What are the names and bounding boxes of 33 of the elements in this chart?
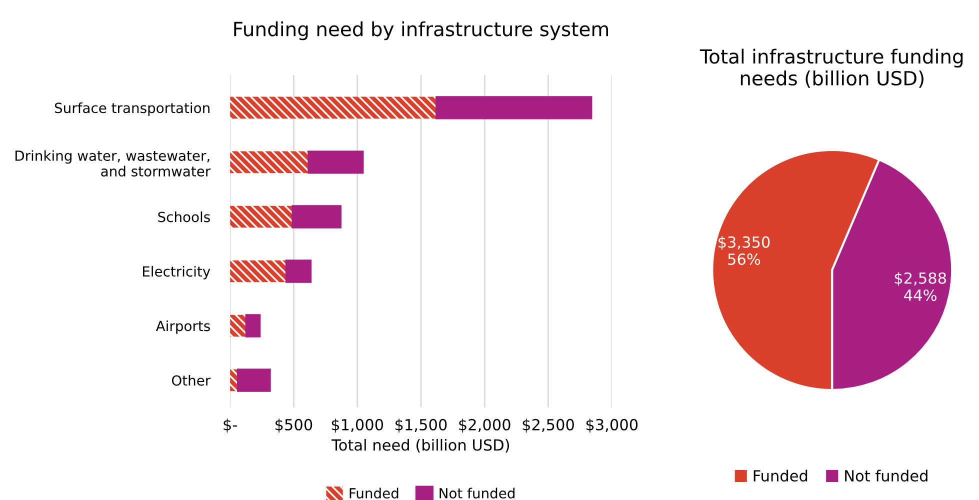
bar	[436, 96, 592, 120]
chart-title: Funding need by infrastructure system	[234, 21, 608, 40]
bar	[285, 260, 312, 283]
legend-label: Funded	[350, 488, 398, 499]
x-tick-label: $1,500	[396, 418, 447, 432]
bar	[230, 206, 292, 228]
legend-label: Not funded	[440, 488, 514, 499]
legend-label: Not funded	[845, 470, 928, 482]
x-tick-label: $-	[224, 418, 237, 432]
bar	[292, 205, 342, 228]
y-tick-label: Other	[172, 374, 211, 386]
bar	[230, 96, 436, 119]
y-tick-label: Surface transportation	[54, 102, 210, 116]
x-tick-label: $1,000	[332, 418, 384, 432]
legend-label: Funded	[754, 470, 808, 482]
y-tick-label: Schools	[158, 211, 210, 222]
x-tick-label: $2,000	[459, 418, 510, 432]
x-tick-label: $500	[276, 418, 312, 432]
y-tick-label: Drinking water, wastewater, and stormwater	[16, 150, 211, 177]
chart-title: Total infrastructure funding needs (billion USD)	[700, 48, 963, 88]
data-label: $2,588 44%	[894, 272, 946, 302]
data-label: $3,350 56%	[718, 236, 770, 265]
x-tick-label: $3,000	[586, 418, 638, 432]
bar	[230, 314, 246, 337]
x-axis-title: Total need (billion USD)	[332, 438, 510, 453]
y-tick-label: Airports	[156, 320, 210, 334]
bar	[245, 314, 261, 338]
bar	[230, 151, 308, 174]
bar	[230, 260, 286, 282]
bar	[237, 368, 271, 392]
x-tick-label: $2,500	[522, 418, 574, 432]
y-tick-label: Electricity	[142, 266, 210, 280]
bar	[308, 150, 364, 174]
